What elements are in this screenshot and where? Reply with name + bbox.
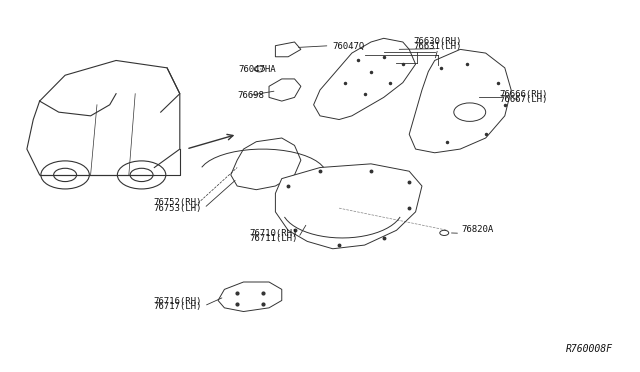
Text: 76753(LH): 76753(LH) xyxy=(154,203,202,213)
Polygon shape xyxy=(314,38,415,119)
Text: 76047HA: 76047HA xyxy=(239,65,276,74)
Polygon shape xyxy=(409,49,511,153)
Circle shape xyxy=(454,103,486,121)
Circle shape xyxy=(54,168,77,182)
Text: 76820A: 76820A xyxy=(461,225,493,234)
Text: 76717(LH): 76717(LH) xyxy=(154,302,202,311)
Circle shape xyxy=(130,168,153,182)
Text: 76752(RH): 76752(RH) xyxy=(154,198,202,207)
Polygon shape xyxy=(275,42,301,57)
Text: 76698: 76698 xyxy=(237,91,264,100)
Text: 76047Q: 76047Q xyxy=(333,42,365,51)
Polygon shape xyxy=(269,79,301,101)
Circle shape xyxy=(440,230,449,235)
Circle shape xyxy=(41,161,90,189)
Text: 76630(RH): 76630(RH) xyxy=(413,37,462,46)
Circle shape xyxy=(117,161,166,189)
Polygon shape xyxy=(231,138,301,190)
Text: 76631(LH): 76631(LH) xyxy=(413,42,462,51)
Text: 76667(LH): 76667(LH) xyxy=(500,96,548,105)
Text: 76710(RH): 76710(RH) xyxy=(250,229,298,238)
Polygon shape xyxy=(275,164,422,249)
Text: R760008F: R760008F xyxy=(566,344,613,354)
Text: 76716(RH): 76716(RH) xyxy=(154,297,202,306)
Circle shape xyxy=(254,66,264,72)
Polygon shape xyxy=(218,282,282,311)
Text: 76666(RH): 76666(RH) xyxy=(500,90,548,99)
Text: 76711(LH): 76711(LH) xyxy=(250,234,298,243)
